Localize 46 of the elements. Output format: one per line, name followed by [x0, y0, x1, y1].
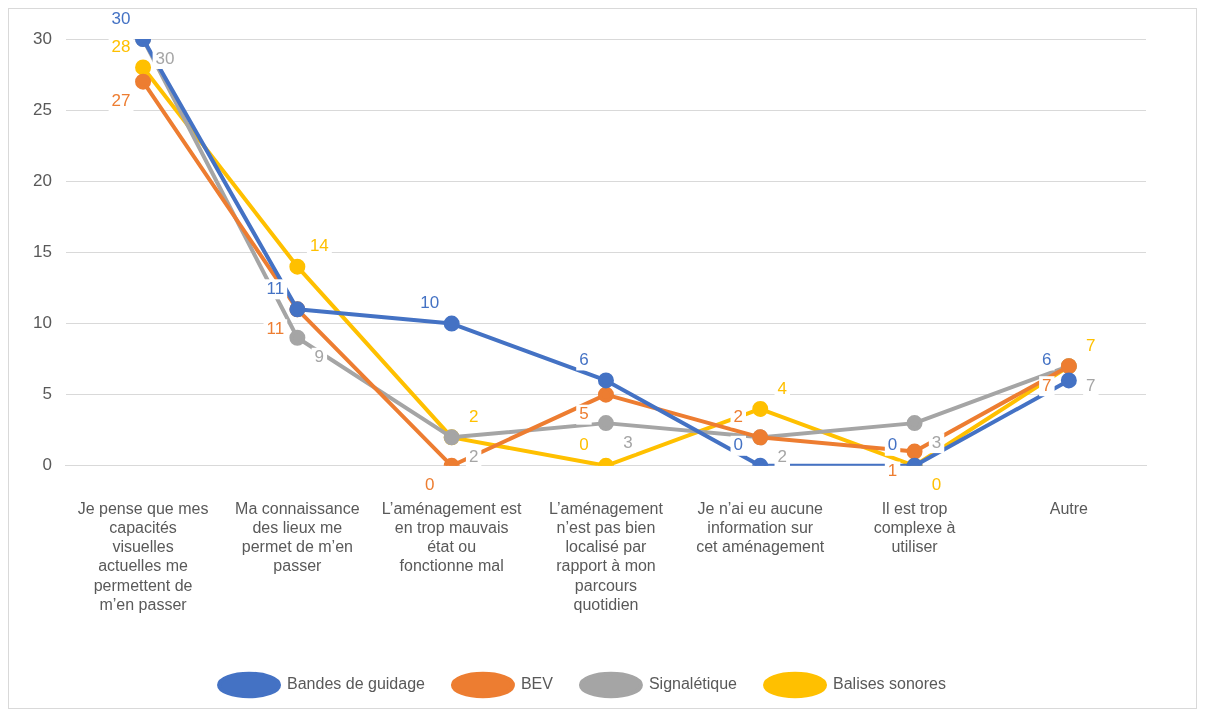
legend-label: Bandes de guidage: [287, 675, 426, 693]
data-label: 0: [579, 435, 589, 455]
y-tick-label: 20: [32, 170, 52, 190]
data-label: 6: [1042, 350, 1052, 370]
data-label: 27: [111, 91, 131, 111]
y-tick-label: 15: [32, 242, 52, 262]
data-label: 3: [623, 432, 633, 452]
data-label: 2: [468, 447, 479, 467]
data-label: 6: [579, 350, 589, 370]
x-tick-label: L’aménagement est en trop mauvais état ou fonctionne mal: [381, 499, 523, 575]
y-tick-label: 25: [32, 99, 52, 119]
y-tick-label: 5: [42, 384, 52, 404]
data-label: 0: [887, 435, 898, 455]
y-tick-label: 10: [32, 313, 52, 333]
data-label: 2: [468, 407, 479, 427]
x-tick-label: Je pense que mes capacités visuelles actuelles me permettent de m’en passer: [77, 499, 209, 613]
data-label: 30: [111, 8, 131, 28]
data-label: 3: [931, 432, 942, 452]
data-label: 28: [111, 37, 131, 57]
data-label: 30: [155, 48, 175, 68]
data-label: 4: [777, 378, 787, 398]
data-label: 11: [266, 278, 285, 298]
data-label: 5: [579, 404, 589, 424]
legend-label: Signalétique: [648, 675, 738, 693]
legend-label: Balises sonores: [833, 675, 946, 693]
x-tick-label: Ma connaissance des lieux me permet de m’en passer: [235, 499, 360, 575]
data-label: 7: [1086, 335, 1096, 355]
data-label: 9: [314, 347, 325, 367]
data-label: 7: [1086, 375, 1096, 395]
data-label: 7: [1042, 375, 1052, 395]
x-tick-label: Autre: [1049, 499, 1089, 517]
data-label: 0: [424, 475, 435, 495]
x-tick-label: L’aménagement n’est pas bien localisé par rapport à mon parcours quotidien: [549, 499, 664, 613]
data-label: 10: [420, 293, 440, 313]
x-tick-label: Il est trop complexe à utiliser: [873, 499, 956, 556]
data-label: 14: [309, 236, 329, 256]
data-label: 2: [733, 407, 743, 427]
data-label: 0: [931, 475, 942, 495]
legend-label: BEV: [520, 675, 554, 693]
y-tick-label: 0: [42, 455, 52, 475]
y-tick-label: 30: [32, 28, 52, 48]
data-label: 1: [887, 461, 898, 481]
data-label: 2: [777, 447, 787, 467]
data-label: 0: [733, 435, 743, 455]
data-label: 11: [266, 318, 285, 338]
x-tick-label: Je n’ai eu aucune information sur cet aménagement: [696, 499, 825, 556]
